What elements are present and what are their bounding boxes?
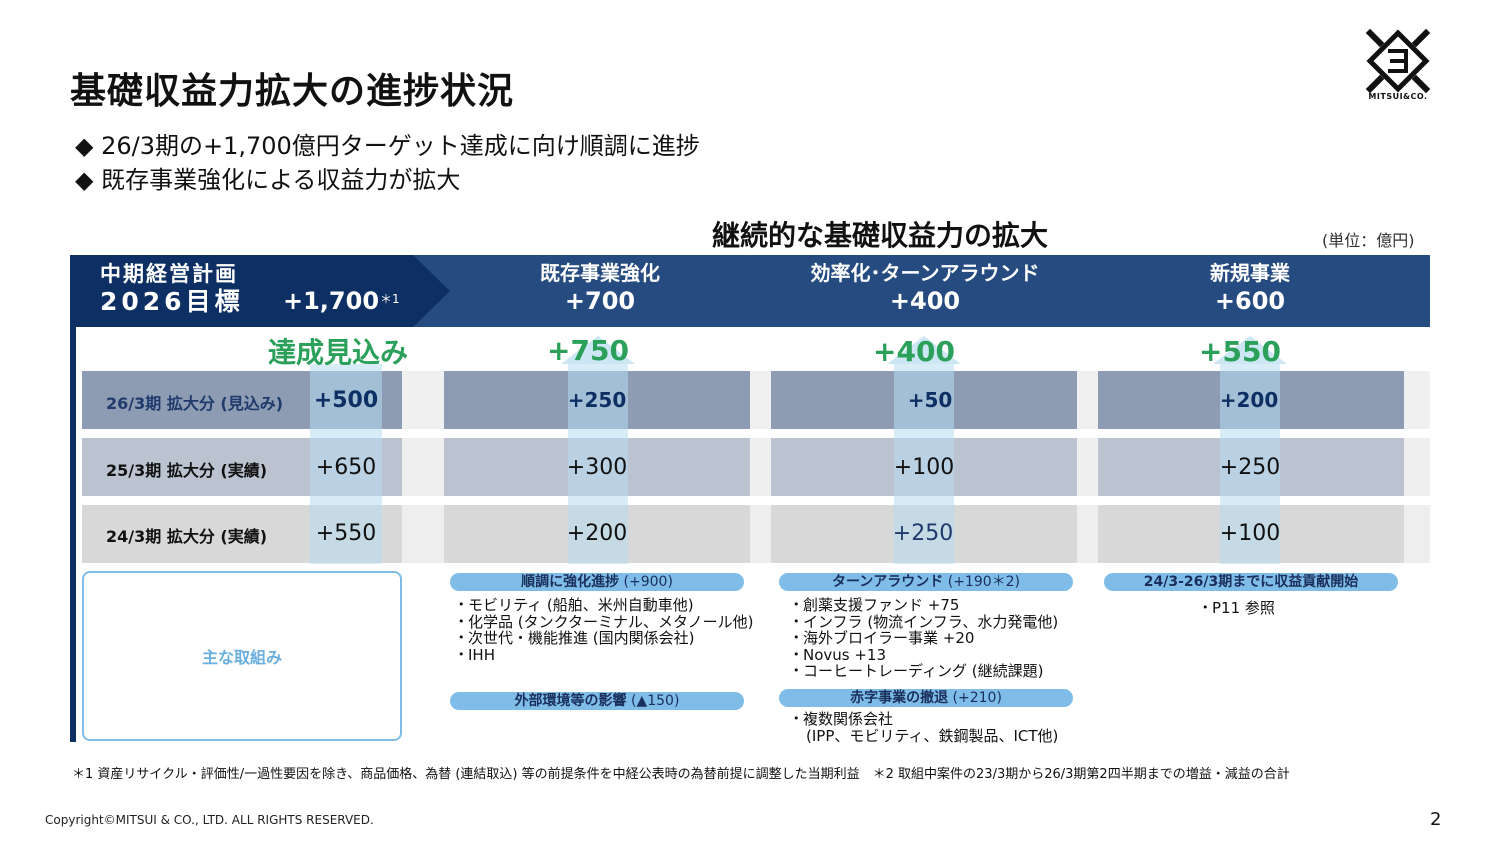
col1-pill-external: 外部環境等の影響 (▲150) — [450, 692, 744, 710]
row3-total: +550 — [315, 521, 377, 546]
row1-col2: +50 — [907, 388, 953, 412]
row2-col1: +300 — [566, 455, 628, 480]
col2-arrowhead — [887, 336, 961, 364]
plan-note: ＊1 — [380, 292, 400, 306]
bullet-1: ◆ 26/3期の+1,700億円ターゲット達成に向け順調に進捗 — [75, 132, 700, 160]
col1-pill-external-main: 外部環境等の影響 — [514, 693, 627, 709]
row1-col1: +250 — [567, 388, 627, 412]
row3-col3: +100 — [1219, 521, 1281, 546]
row3-col1: +200 — [566, 521, 628, 546]
list-item: 創薬支援ファンド +75 — [793, 597, 1058, 614]
col2-pill-turnaround-sub: (+190＊2) — [943, 574, 1021, 590]
row3-col2: +250 — [892, 521, 954, 546]
mitsui-logo-icon — [1365, 28, 1431, 94]
col2-pill-turnaround: ターンアラウンド (+190＊2) — [779, 573, 1073, 591]
row3-label: 24/3期 拡大分 (実績) — [106, 527, 268, 546]
row-gap — [1404, 438, 1430, 496]
row2-total: +650 — [315, 455, 377, 480]
col1-arrowhead — [561, 336, 635, 364]
col1-pill-external-sub: (▲150) — [626, 693, 680, 709]
row-gap — [1404, 371, 1430, 429]
col2-pill-exit-sub: (+210) — [948, 690, 1002, 706]
col3-pill-new-main: 24/3-26/3期までに収益貢献開始 — [1143, 574, 1359, 590]
col3-title: 新規事業 — [1210, 261, 1290, 285]
list-item: コーヒートレーディング (継続課題) — [793, 663, 1058, 680]
col2-items2-cont: (IPP、モビリティ、鉄鋼製品、ICT他) — [806, 727, 1059, 745]
col2-pill-turnaround-main: ターンアラウンド — [831, 574, 944, 590]
col3-items: P11 参照 — [1202, 600, 1275, 617]
row-gap — [750, 438, 771, 496]
list-item: 海外ブロイラー事業 +20 — [793, 630, 1058, 647]
unit-label: (単位：億円) — [1322, 231, 1415, 250]
row-gap — [750, 505, 771, 563]
list-item: IHH — [458, 646, 753, 664]
col1-target: +700 — [564, 287, 636, 315]
table-title: 継続的な基礎収益力の拡大 — [712, 219, 1049, 252]
footnote: ＊1 資産リサイクル・評価性/一過性要因を除き、商品価格、為替 (連結取込) 等… — [72, 767, 1290, 782]
col1-arrow — [568, 364, 628, 564]
col3-arrow — [1220, 364, 1280, 564]
page-number: 2 — [1430, 809, 1442, 830]
col2-items: 創薬支援ファンド +75 インフラ (物流インフラ、水力発電他) 海外ブロイラー… — [793, 597, 1058, 680]
bullet-2: ◆ 既存事業強化による収益力が拡大 — [75, 166, 461, 194]
row-gap — [1077, 438, 1098, 496]
list-item: インフラ (物流インフラ、水力発電他) — [793, 613, 1058, 631]
left-border — [70, 255, 76, 742]
plan-target-header — [70, 255, 450, 327]
col2-items2: 複数関係会社 — [793, 711, 893, 728]
col2-title: 効率化･ターンアラウンド — [810, 261, 1040, 285]
expected-label: 達成見込み — [268, 336, 409, 369]
row2-col3: +250 — [1219, 455, 1281, 480]
row-gap — [402, 438, 444, 496]
initiatives-box: 主な取組み — [82, 571, 402, 741]
list-item: 次世代・機能推進 (国内関係会社) — [458, 630, 753, 647]
row-gap — [1077, 371, 1098, 429]
copyright: Copyright©MITSUI & CO., LTD. ALL RIGHTS … — [45, 813, 374, 827]
row1-label: 26/3期 拡大分 (見込み) — [106, 394, 284, 413]
row2-label: 25/3期 拡大分 (実績) — [106, 461, 268, 480]
logo-text: MITSUI&CO. — [1368, 92, 1428, 101]
col2-target: +400 — [889, 287, 961, 315]
list-item: P11 参照 — [1202, 600, 1275, 617]
col1-items: モビリティ (船舶、米州自動車他) 化学品 (タンクターミナル、メタノール他) … — [458, 597, 753, 663]
row-gap — [402, 371, 444, 429]
row-gap — [1404, 505, 1430, 563]
row1-col3: +200 — [1219, 388, 1279, 412]
page-title: 基礎収益力拡大の進捗状況 — [70, 71, 515, 112]
row1-total: +500 — [313, 388, 379, 413]
plan-line2: 2026目標 — [100, 287, 244, 316]
list-item: 複数関係会社 — [793, 711, 893, 728]
col3-target: +600 — [1214, 287, 1286, 315]
col2-arrow — [894, 364, 954, 564]
row-gap — [402, 505, 444, 563]
col3-expected: +550 — [1199, 335, 1281, 368]
col2-pill-exit-main: 赤字事業の撤退 — [850, 690, 949, 706]
initiatives-label: 主な取組み — [201, 648, 282, 667]
list-item: 化学品 (タンクターミナル、メタノール他) — [458, 613, 753, 631]
list-item: モビリティ (船舶、米州自動車他) — [458, 597, 753, 614]
plan-line1: 中期経営計画 — [100, 262, 238, 286]
col3-pill-new: 24/3-26/3期までに収益貢献開始 — [1104, 573, 1398, 591]
col2-expected: +400 — [873, 335, 955, 368]
col3-arrowhead — [1213, 336, 1287, 364]
plan-value: +1,700 — [283, 287, 380, 315]
col1-pill-progress-sub: (+900) — [619, 574, 673, 590]
col2-pill-exit: 赤字事業の撤退 (+210) — [779, 689, 1073, 707]
row-gap — [1077, 505, 1098, 563]
row2-col2: +100 — [893, 455, 955, 480]
col1-expected: +750 — [547, 334, 629, 367]
total-arrow — [310, 364, 382, 564]
col1-pill-progress: 順調に強化進捗 (+900) — [450, 573, 744, 591]
row-gap — [750, 371, 771, 429]
list-item: Novus +13 — [793, 646, 1058, 664]
col1-pill-progress-main: 順調に強化進捗 — [521, 574, 620, 590]
col1-title: 既存事業強化 — [540, 261, 660, 285]
